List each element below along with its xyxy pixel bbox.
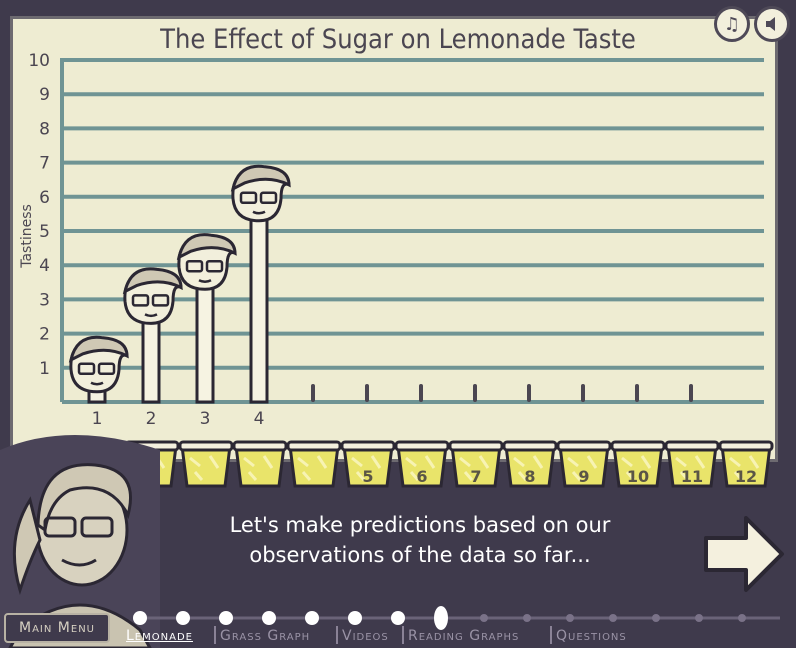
progress-dot	[523, 614, 531, 622]
cup-label: 9	[578, 467, 589, 486]
nav-questions[interactable]: Questions	[556, 628, 627, 644]
y-tick-label: 2	[39, 325, 50, 345]
lemonade-cup: 10	[610, 440, 666, 488]
lemonade-cup: 6	[394, 440, 450, 488]
y-tick-label: 7	[39, 154, 50, 174]
cup-label: 8	[524, 467, 535, 486]
right-arrow-icon	[704, 516, 784, 592]
progress-current-marker	[434, 606, 448, 630]
speaker-icon	[766, 17, 775, 31]
progress-dot-complete[interactable]	[133, 611, 147, 625]
y-tick-label: 9	[39, 85, 50, 105]
lemonade-cup: 8	[502, 440, 558, 488]
lemonade-cup	[232, 440, 288, 488]
main-menu-button[interactable]: Main Menu	[4, 613, 110, 643]
progress-dot-complete[interactable]	[262, 611, 276, 625]
cup-label: 11	[681, 467, 703, 486]
y-axis-label: Tastiness	[19, 204, 35, 268]
nav-lemonade[interactable]: Lemonade	[126, 628, 193, 644]
bar	[176, 233, 237, 404]
progress-dot-complete[interactable]	[176, 611, 190, 625]
lemonade-cup	[178, 440, 234, 488]
y-tick-label: 8	[39, 119, 50, 139]
bar	[68, 335, 129, 404]
next-button[interactable]	[702, 514, 786, 594]
nav-separator	[214, 626, 216, 644]
lemonade-cup: 9	[556, 440, 612, 488]
x-tick-label: 4	[254, 409, 265, 429]
progress-track	[133, 606, 780, 630]
cup-label: 7	[470, 467, 481, 486]
progress-dot-complete[interactable]	[219, 611, 233, 625]
y-tick-label: 4	[39, 256, 50, 276]
progress-dot	[609, 614, 617, 622]
y-tick-label: 1	[39, 359, 50, 379]
music-toggle-button[interactable]: ♫	[714, 6, 750, 42]
bar	[230, 164, 291, 404]
nav-separator	[336, 626, 338, 644]
message-line-2: observations of the data so far...	[249, 543, 591, 567]
chart-plot: 1 2 3 4 5 6 7 8 9 10 1 2 3 4	[28, 51, 764, 429]
progress-dot	[738, 614, 746, 622]
nav-separator	[550, 626, 552, 644]
sound-toggle-button[interactable]	[754, 6, 790, 42]
cup-label: 5	[362, 467, 373, 486]
cup-label: 6	[416, 467, 427, 486]
progress-dot	[695, 614, 703, 622]
progress-dot-complete[interactable]	[305, 611, 319, 625]
chart-title: The Effect of Sugar on Lemonade Taste	[160, 24, 636, 55]
x-tick-label: 1	[92, 409, 103, 429]
y-tick-label: 10	[28, 51, 50, 71]
lemonade-cup	[286, 440, 342, 488]
cup-label: 12	[735, 467, 757, 486]
lemonade-cup: 5	[340, 440, 396, 488]
progress-dot	[480, 614, 488, 622]
chart-board	[10, 16, 778, 462]
message-line-1: Let's make predictions based on our	[229, 513, 611, 537]
y-tick-label: 6	[39, 188, 50, 208]
progress-dot-complete[interactable]	[348, 611, 362, 625]
lemonade-cups: 5 6 7 8 9 10 11 12	[124, 440, 774, 488]
y-tick-label: 5	[39, 222, 50, 242]
progress-dot	[566, 614, 574, 622]
progress-dot-complete[interactable]	[391, 611, 405, 625]
lemonade-cup: 7	[448, 440, 504, 488]
progress-dot	[652, 614, 660, 622]
music-note-icon: ♫	[723, 13, 741, 35]
cup-label: 10	[627, 467, 649, 486]
nav-videos[interactable]: Videos	[342, 628, 389, 644]
x-tick-label: 2	[146, 409, 157, 429]
x-tick-label: 3	[200, 409, 211, 429]
nav-reading-graphs[interactable]: Reading Graphs	[408, 628, 520, 644]
lemonade-cup: 11	[664, 440, 720, 488]
nav-separator	[402, 626, 404, 644]
y-tick-label: 3	[39, 290, 50, 310]
panel-shape	[0, 478, 796, 648]
dialog-message: Let's make predictions based on our obse…	[190, 510, 650, 570]
lemonade-cup: 12	[718, 440, 774, 488]
bar	[122, 267, 183, 404]
nav-grass-graph[interactable]: Grass Graph	[220, 628, 311, 644]
